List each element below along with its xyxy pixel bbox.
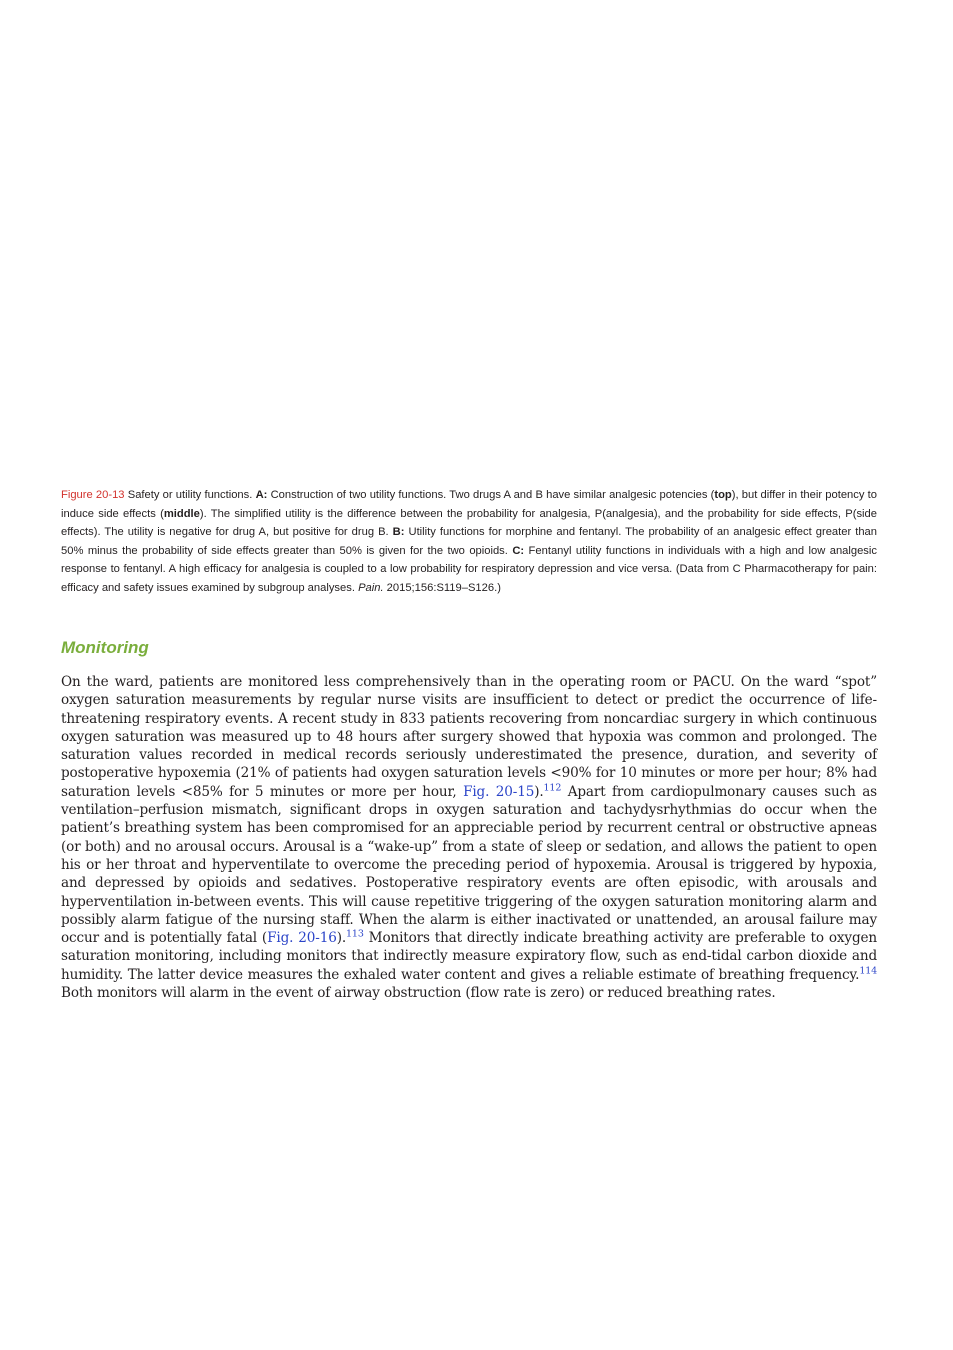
caption-bold: B: (392, 526, 405, 539)
caption-text: Utility functions for morphine and fenta… (61, 526, 877, 557)
caption-bold: top (714, 489, 732, 501)
body-text: ). (336, 930, 347, 947)
caption-text: ), but differ in their potency to induce… (61, 489, 877, 520)
figure-caption: Figure 20-13 Safety or utility functions… (61, 486, 877, 598)
body-text: Apart from cardiopulmonary causes such a… (61, 783, 877, 947)
body-paragraph: On the ward, patients are monitored less… (61, 673, 877, 1002)
caption-text: Fentanyl utility functions in individual… (61, 544, 877, 594)
body-text: ). (534, 783, 544, 800)
caption-text: ). The simplified utility is the differe… (61, 507, 877, 539)
body-text: Both monitors will alarm in the event of… (61, 985, 776, 1002)
citation[interactable]: 114 (859, 965, 877, 977)
figure-label: Figure 20-13 (61, 489, 125, 501)
caption-text: Safety or utility functions. (124, 489, 256, 501)
caption-bold: A: (255, 489, 268, 501)
figure-link[interactable]: Fig. 20-15 (463, 783, 535, 800)
caption-italic: Pain. (358, 581, 384, 594)
body-text: Monitors that directly indicate breathin… (61, 930, 877, 983)
caption-bold: middle (163, 507, 200, 520)
caption-text: 2015;156:S119–S126.) (383, 581, 501, 594)
caption-bold: C: (512, 544, 525, 557)
section-heading: Monitoring (61, 638, 149, 657)
figure-link[interactable]: Fig. 20-16 (267, 930, 337, 947)
caption-text: Construction of two utility functions. T… (267, 489, 715, 501)
citation[interactable]: 112 (543, 782, 562, 794)
citation[interactable]: 113 (346, 928, 364, 940)
body-text: On the ward, patients are monitored less… (61, 674, 877, 800)
